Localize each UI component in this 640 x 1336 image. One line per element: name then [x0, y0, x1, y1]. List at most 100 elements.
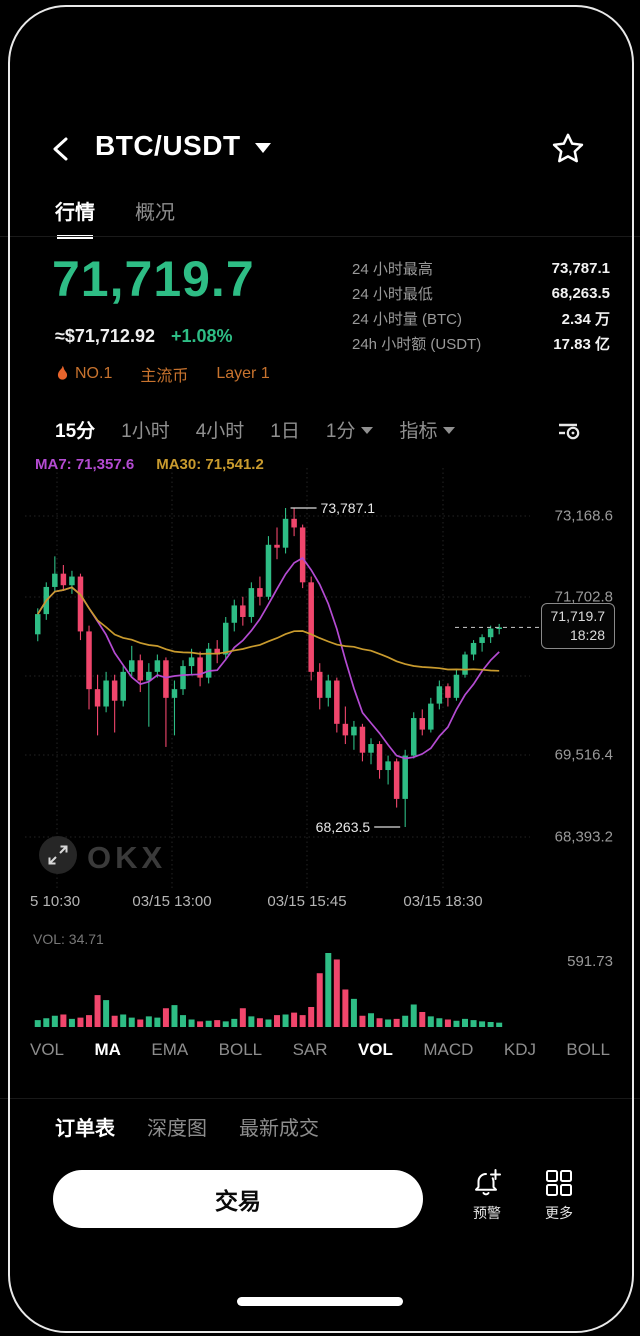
more-button[interactable]: 更多 — [527, 1168, 591, 1223]
indicator-tab-macd-6[interactable]: MACD — [423, 1040, 474, 1059]
indicator-tab-vol-0[interactable]: VOL — [30, 1040, 65, 1059]
stat-value: 68,263.5 — [551, 285, 610, 302]
timeframe-1日[interactable]: 1日 — [270, 416, 300, 443]
fiat-row: ≈$71,712.92 +1.08% — [55, 326, 233, 347]
ma-label: MA7: 71,357.6 — [35, 456, 135, 473]
indicator-tab-vol-5[interactable]: VOL — [357, 1040, 393, 1059]
high-annotation: 73,787.1 — [321, 500, 376, 516]
tab-trades[interactable]: 最新成交 — [239, 1118, 319, 1140]
timeframe-label: 1分 — [325, 421, 356, 442]
stats-panel: 24 小时最高 73,787.1 24 小时最低 68,263.5 24 小时量 (BT… — [352, 256, 610, 356]
timeframe-15分[interactable]: 15分 — [55, 416, 95, 443]
stat-value: 73,787.1 — [551, 260, 610, 277]
tab-depth[interactable]: 深度图 — [147, 1118, 207, 1140]
star-icon — [552, 133, 584, 163]
token-badges: NO.1 主流币 Layer 1 — [55, 362, 270, 386]
volume-bars — [34, 953, 503, 1027]
timeframe-4小时[interactable]: 4小时 — [196, 416, 245, 443]
fullscreen-button[interactable] — [39, 836, 77, 874]
current-price-time: 18:28 — [569, 627, 605, 644]
price-axis-label: 69,516.4 — [554, 746, 613, 764]
indicator-tab-boll-8[interactable]: BOLL — [566, 1040, 610, 1059]
price-axis-label: 73,168.6 — [554, 507, 613, 525]
chart-settings-button[interactable] — [556, 418, 582, 442]
fiat-price: ≈$71,712.92 — [55, 326, 155, 346]
chart-settings-icon — [559, 423, 580, 439]
time-axis-label: 03/15 18:30 — [403, 893, 483, 910]
back-chevron-icon — [53, 137, 68, 161]
flame-icon — [57, 365, 68, 380]
badge-layer-1[interactable]: Layer 1 — [216, 365, 269, 383]
tab-overview[interactable]: 概况 — [135, 202, 175, 224]
last-price: 71,719.7 — [52, 251, 255, 307]
timeframe-row: 15分 1小时 4小时 1日 1分 指标 — [55, 416, 600, 443]
badge-label: Layer 1 — [216, 365, 270, 382]
volume-axis-label: 591.73 — [567, 953, 613, 970]
low-annotation: 68,263.5 — [316, 819, 371, 835]
indicator-tab-ema-2[interactable]: EMA — [151, 1040, 189, 1059]
indicator-tabs: VOL MA EMA BOLL SAR VOL MACD KDJ BOLL — [30, 1040, 610, 1060]
timeframe-label: 15分 — [55, 421, 96, 442]
timeframe-指标[interactable]: 指标 — [399, 416, 456, 443]
stat-label: 24h 小时额 (USDT) — [352, 336, 482, 353]
chevron-down-icon — [361, 427, 374, 434]
back-button[interactable] — [48, 134, 76, 164]
badge-主流币[interactable]: 主流币 — [140, 362, 188, 386]
timeframe-label: 指标 — [399, 421, 438, 442]
price-axis-label: 71,702.8 — [554, 588, 613, 606]
orderbook-tabs: 订单表 深度图 最新成交 — [55, 1112, 319, 1141]
header-tabs: 行情 概况 — [55, 196, 175, 239]
home-indicator — [237, 1297, 403, 1306]
page-title: BTC/USDT — [95, 130, 241, 161]
gridlines — [25, 468, 530, 890]
chevron-down-icon — [443, 427, 456, 434]
trade-button[interactable]: 交易 — [53, 1170, 423, 1228]
volume-label: VOL: 34.71 — [33, 931, 104, 947]
alert-label: 预警 — [473, 1205, 501, 1221]
stat-label: 24 小时量 (BTC) — [352, 311, 463, 328]
ma7-line — [37, 556, 500, 760]
timeframe-1分[interactable]: 1分 — [326, 416, 374, 443]
expand-icon — [48, 845, 68, 865]
alert-button[interactable]: 预警 — [455, 1168, 519, 1223]
time-axis-label: 03/15 15:45 — [267, 893, 347, 910]
candlestick-chart[interactable]: 73,787.1 68,263.5 MA7: 71,357.6 MA30: 71,5… — [25, 450, 615, 920]
current-price-value: 71,719.7 — [550, 608, 606, 625]
price-change: +1.08% — [170, 326, 233, 346]
badge-label: 主流币 — [140, 368, 189, 385]
bell-plus-icon — [475, 1169, 501, 1196]
time-axis: 5 10:30 03/15 13:00 03/15 15:45 03/15 18:30 — [25, 893, 615, 915]
badge-no-1[interactable]: NO.1 — [55, 365, 112, 383]
price-axis-label: 68,393.2 — [554, 828, 613, 846]
ma-label: MA30: 71,541.2 — [156, 456, 264, 473]
ma30-line — [37, 586, 500, 672]
indicator-tab-kdj-7[interactable]: KDJ — [503, 1040, 536, 1059]
tab-quotes[interactable]: 行情 — [55, 196, 95, 239]
chart-canvas[interactable]: 73,787.1 68,263.5 — [25, 450, 615, 892]
volume-pane[interactable]: VOL: 34.71 591.73 — [25, 925, 615, 1037]
tab-orderbook[interactable]: 订单表 — [55, 1118, 115, 1140]
ma-legend: MA7: 71,357.6 MA30: 71,541.2 — [35, 456, 264, 473]
chevron-down-icon — [254, 143, 271, 153]
stat-value: 17.83 亿 — [553, 336, 610, 353]
stat-row: 24 小时量 (BTC) 2.34 万 — [352, 306, 610, 331]
time-axis-label: 5 10:30 — [30, 893, 81, 910]
timeframe-label: 1小时 — [121, 421, 170, 442]
volume-canvas — [34, 953, 503, 1027]
badge-label: NO.1 — [75, 365, 113, 382]
indicator-tab-boll-3[interactable]: BOLL — [218, 1040, 263, 1059]
more-label: 更多 — [545, 1205, 573, 1221]
stat-row: 24h 小时额 (USDT) 17.83 亿 — [352, 331, 610, 356]
divider — [0, 236, 640, 237]
stat-row: 24 小时最高 73,787.1 — [352, 256, 610, 281]
timeframe-1小时[interactable]: 1小时 — [121, 416, 170, 443]
indicator-tab-ma-1[interactable]: MA — [94, 1040, 121, 1059]
timeframe-label: 1日 — [270, 421, 300, 442]
okx-watermark: OKX — [87, 840, 167, 875]
pair-selector[interactable]: BTC/USDT — [95, 130, 271, 162]
favorite-button[interactable] — [551, 132, 585, 166]
divider — [0, 1098, 640, 1099]
indicator-tab-sar-4[interactable]: SAR — [292, 1040, 328, 1059]
stat-value: 2.34 万 — [561, 311, 610, 328]
